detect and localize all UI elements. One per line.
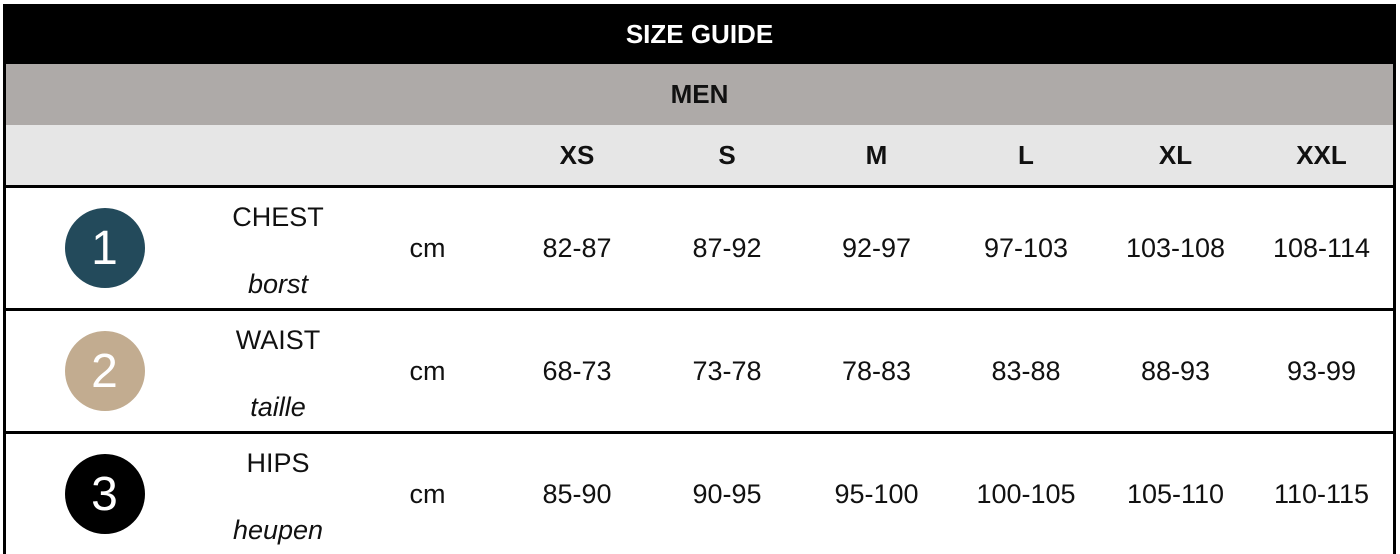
measurement-label: WAIST taille <box>203 311 353 431</box>
unit-label: cm <box>409 355 446 386</box>
size-header-xs: XS <box>559 139 595 170</box>
measurement-label: CHEST borst <box>203 188 353 308</box>
size-value-xxl: 108-114 <box>1272 232 1371 263</box>
size-value-l: 83-88 <box>991 355 1061 386</box>
size-value-s: 90-95 <box>692 478 762 509</box>
row-number-cell: 2 <box>6 311 203 431</box>
measurement-label: HIPS heupen <box>203 434 353 554</box>
measurement-name: WAIST <box>235 325 321 355</box>
size-value-xl: 103-108 <box>1125 232 1226 263</box>
size-header-xl: XL <box>1158 139 1193 170</box>
table-row-waist: 2 WAIST taille cm 68-73 73-78 78-83 83-88 88-… <box>6 308 1393 431</box>
size-header-s: S <box>718 139 736 170</box>
size-header-xxl: XXL <box>1296 139 1347 170</box>
size-header-row: XS S M L XL XXL <box>6 125 1393 185</box>
number-circle-icon: 1 <box>64 208 145 288</box>
size-value-xs: 85-90 <box>542 478 612 509</box>
row-number-cell: 1 <box>6 188 203 308</box>
size-value-m: 92-97 <box>841 232 912 263</box>
measurement-translation: heupen <box>232 515 324 545</box>
size-value-xl: 88-93 <box>1140 355 1211 386</box>
size-value-m: 78-83 <box>841 355 912 386</box>
size-value-s: 73-78 <box>692 355 762 386</box>
section-header: MEN <box>6 64 1393 125</box>
measurement-translation: borst <box>247 269 309 299</box>
size-value-xl: 105-110 <box>1126 478 1225 509</box>
number-circle-icon: 2 <box>64 331 145 411</box>
size-header-l: L <box>1018 139 1034 170</box>
size-value-xxl: 110-115 <box>1273 478 1370 509</box>
row-number-cell: 3 <box>6 434 203 554</box>
size-header-m: M <box>865 139 888 170</box>
measurement-translation: taille <box>250 392 306 422</box>
measurement-name: CHEST <box>232 202 324 232</box>
unit-label: cm <box>409 232 446 263</box>
size-value-l: 100-105 <box>976 478 1076 509</box>
size-value-m: 95-100 <box>834 478 919 509</box>
size-value-xs: 68-73 <box>542 355 612 386</box>
table-row-hips: 3 HIPS heupen cm 85-90 90-95 95-100 100-105 1… <box>6 431 1393 554</box>
size-value-l: 97-103 <box>983 232 1069 263</box>
table-row-chest: 1 CHEST borst cm 82-87 87-92 92-97 97-103 103… <box>6 185 1393 308</box>
measurement-name: HIPS <box>246 448 310 478</box>
table-title: SIZE GUIDE <box>6 4 1393 64</box>
unit-label: cm <box>409 478 446 509</box>
size-guide-table: SIZE GUIDE MEN XS S M L XL XXL 1 CHEST borst … <box>3 4 1396 554</box>
number-circle-icon: 3 <box>64 454 145 534</box>
size-value-s: 87-92 <box>692 232 762 263</box>
size-value-xxl: 93-99 <box>1286 355 1357 386</box>
size-value-xs: 82-87 <box>542 232 612 263</box>
